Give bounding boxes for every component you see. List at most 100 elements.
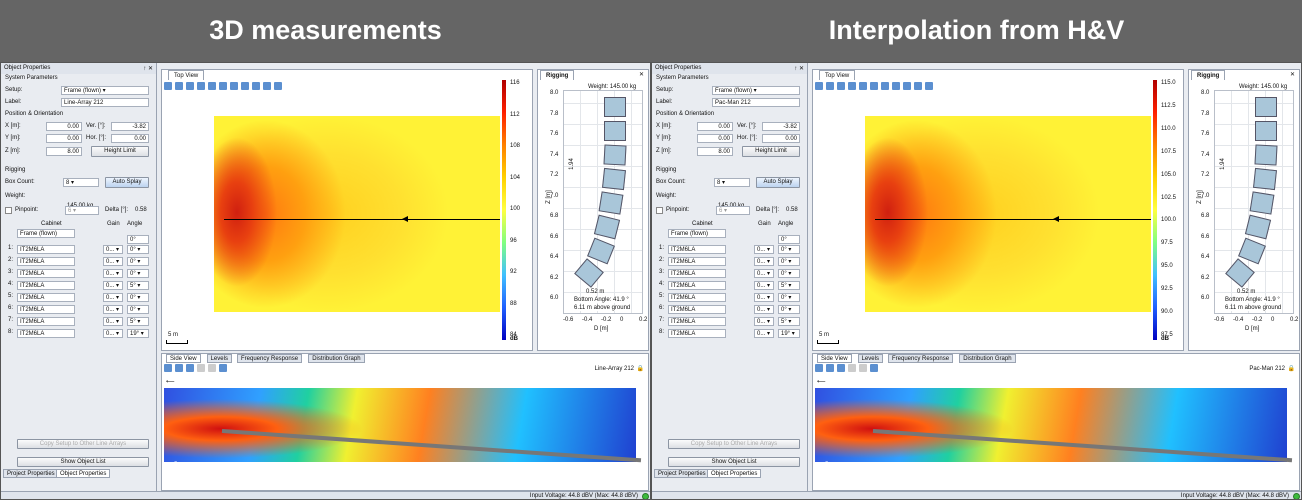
tab-project-properties[interactable]: Project Properties — [654, 469, 710, 478]
view-top-icon[interactable] — [881, 82, 889, 90]
side-tab[interactable]: Side View — [817, 354, 852, 363]
close-icon[interactable]: ✕ — [638, 72, 644, 78]
pinpoint-select[interactable]: 6 ▾ — [65, 206, 99, 215]
cabinet-name-field[interactable]: IT2M6LA — [668, 257, 726, 266]
view-side-icon[interactable] — [219, 82, 227, 90]
cabinet-name-field[interactable]: IT2M6LA — [668, 281, 726, 290]
top-angle-field[interactable]: 0° — [127, 235, 149, 244]
ver-field[interactable]: -3.82 — [762, 122, 800, 131]
pen-icon[interactable] — [903, 82, 911, 90]
gain-select[interactable]: 0... ▾ — [754, 281, 774, 290]
y-field[interactable]: 0.00 — [697, 134, 733, 143]
side-tab[interactable]: Distribution Graph — [308, 354, 365, 363]
pin-icon[interactable] — [870, 364, 878, 372]
copy-setup-button[interactable]: Copy Setup to Other Line Arrays — [17, 439, 149, 449]
top-angle-field[interactable]: 0° — [778, 235, 800, 244]
gain-select[interactable]: 0... ▾ — [754, 293, 774, 302]
angle-select[interactable]: 0° ▾ — [127, 269, 149, 278]
gain-select[interactable]: 0... ▾ — [103, 245, 123, 254]
pin-close-icon[interactable]: ↑ ✕ — [143, 66, 153, 72]
gain-select[interactable]: 0... ▾ — [103, 257, 123, 266]
lock-icon[interactable]: 🔒 — [636, 366, 644, 372]
angle-select[interactable]: 0° ▾ — [778, 269, 800, 278]
angle-select[interactable]: 0° ▾ — [778, 245, 800, 254]
label-field[interactable]: Pac-Man 212 — [712, 98, 800, 107]
angle-select[interactable]: 0° ▾ — [127, 245, 149, 254]
box-count-select[interactable]: 8 ▾ — [63, 178, 99, 187]
zoom-in-icon[interactable] — [815, 82, 823, 90]
box-count-select[interactable]: 8 ▾ — [714, 178, 750, 187]
side-tab[interactable]: Levels — [206, 354, 232, 363]
pin-icon[interactable] — [219, 364, 227, 372]
line-icon[interactable] — [208, 364, 216, 372]
lock-icon[interactable]: 🔒 — [1287, 366, 1295, 372]
cabinet-name-field[interactable]: IT2M6LA — [668, 245, 726, 254]
side-tab[interactable]: Levels — [857, 354, 883, 363]
copy-setup-button[interactable]: Copy Setup to Other Line Arrays — [668, 439, 800, 449]
cabinet-name-field[interactable]: IT2M6LA — [17, 245, 75, 254]
x-field[interactable]: 0.00 — [46, 122, 82, 131]
z-field[interactable]: 8.00 — [46, 147, 82, 156]
gain-select[interactable]: 0... ▾ — [103, 281, 123, 290]
show-object-list-button[interactable]: Show Object List — [668, 457, 800, 467]
y-field[interactable]: 0.00 — [46, 134, 82, 143]
gain-select[interactable]: 0... ▾ — [754, 257, 774, 266]
zoom-out-icon[interactable] — [175, 364, 183, 372]
angle-select[interactable]: 0° ▾ — [778, 305, 800, 314]
cabinet-name-field[interactable]: IT2M6LA — [17, 269, 75, 278]
show-object-list-button[interactable]: Show Object List — [17, 457, 149, 467]
angle-select[interactable]: 5° ▾ — [127, 317, 149, 326]
setup-select[interactable]: Frame (flown) ▾ — [61, 86, 149, 95]
zoom-out-icon[interactable] — [826, 82, 834, 90]
side-tab[interactable]: Frequency Response — [888, 354, 954, 363]
gain-select[interactable]: 0... ▾ — [754, 245, 774, 254]
view-iso-icon[interactable] — [241, 82, 249, 90]
close-icon[interactable]: ✕ — [1289, 72, 1295, 78]
view-iso-icon[interactable] — [892, 82, 900, 90]
angle-select[interactable]: 0° ▾ — [127, 257, 149, 266]
gain-select[interactable]: 0... ▾ — [754, 329, 774, 338]
cabinet-name-field[interactable]: IT2M6LA — [17, 257, 75, 266]
view-top-icon[interactable] — [230, 82, 238, 90]
side-tab[interactable]: Side View — [166, 354, 201, 363]
side-tab[interactable]: Frequency Response — [237, 354, 303, 363]
side-tab[interactable]: Distribution Graph — [959, 354, 1016, 363]
save-icon[interactable] — [848, 82, 856, 90]
cabinet-name-field[interactable]: IT2M6LA — [668, 269, 726, 278]
gain-select[interactable]: 0... ▾ — [103, 293, 123, 302]
label-field[interactable]: Line-Array 212 — [61, 98, 149, 107]
cabinet-name-field[interactable]: IT2M6LA — [17, 281, 75, 290]
gain-select[interactable]: 0... ▾ — [754, 305, 774, 314]
tab-rigging[interactable]: Rigging — [540, 70, 575, 80]
tab-rigging[interactable]: Rigging — [1191, 70, 1226, 80]
measure-icon[interactable] — [848, 364, 856, 372]
z-field[interactable]: 8.00 — [697, 147, 733, 156]
save-icon[interactable] — [197, 82, 205, 90]
cabinet-name-field[interactable]: IT2M6LA — [668, 329, 726, 338]
line-icon[interactable] — [859, 364, 867, 372]
cabinet-name-field[interactable]: IT2M6LA — [17, 317, 75, 326]
gain-select[interactable]: 0... ▾ — [103, 317, 123, 326]
pinpoint-checkbox[interactable] — [5, 207, 12, 214]
measure-icon[interactable] — [197, 364, 205, 372]
cabinet-name-field[interactable]: IT2M6LA — [668, 305, 726, 314]
angle-select[interactable]: 5° ▾ — [778, 281, 800, 290]
cabinet-name-field[interactable]: IT2M6LA — [17, 293, 75, 302]
zoom-out-icon[interactable] — [175, 82, 183, 90]
tab-project-properties[interactable]: Project Properties — [3, 469, 59, 478]
zoom-fit-icon[interactable] — [186, 82, 194, 90]
zoom-in-icon[interactable] — [164, 82, 172, 90]
pinpoint-checkbox[interactable] — [656, 207, 663, 214]
height-limit-button[interactable]: Height Limit — [91, 146, 149, 157]
gain-select[interactable]: 0... ▾ — [103, 269, 123, 278]
gain-select[interactable]: 0... ▾ — [754, 269, 774, 278]
angle-select[interactable]: 5° ▾ — [127, 281, 149, 290]
cabinet-name-field[interactable]: IT2M6LA — [17, 305, 75, 314]
view-front-icon[interactable] — [208, 82, 216, 90]
view-side-icon[interactable] — [870, 82, 878, 90]
cabinet-name-field[interactable]: IT2M6LA — [17, 329, 75, 338]
angle-select[interactable]: 0° ▾ — [778, 257, 800, 266]
pin-icon[interactable] — [925, 82, 933, 90]
tab-top-view[interactable]: Top View — [819, 70, 856, 80]
tab-object-properties[interactable]: Object Properties — [56, 469, 111, 478]
